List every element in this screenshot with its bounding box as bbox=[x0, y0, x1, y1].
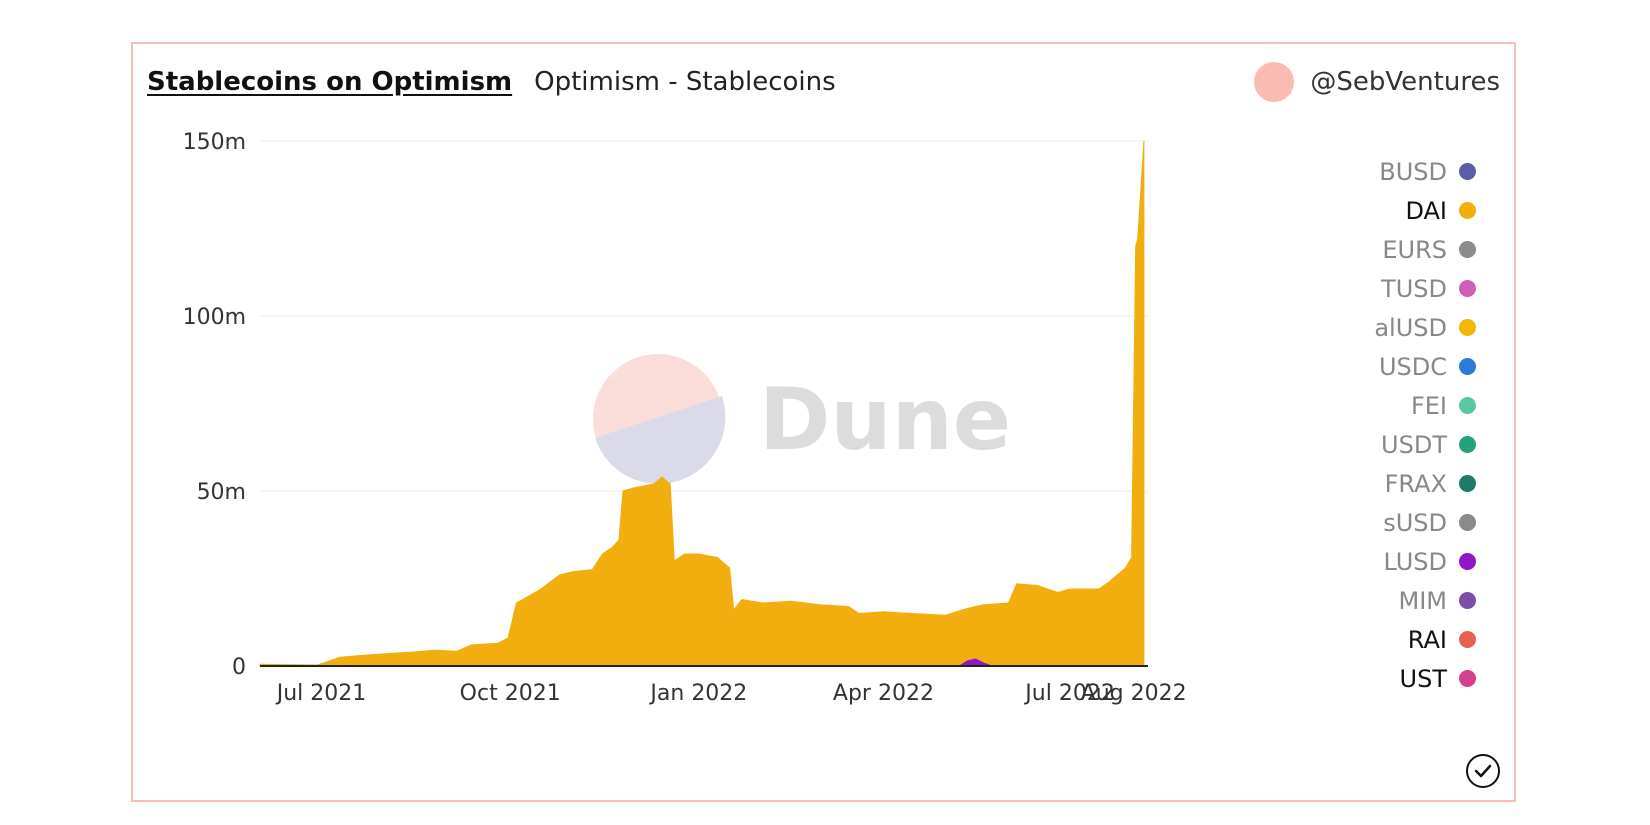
legend-item-frax[interactable]: FRAX bbox=[1276, 464, 1476, 503]
x-tick-label: Jul 2022 bbox=[1023, 681, 1115, 706]
legend-label: sUSD bbox=[1383, 508, 1447, 537]
legend-item-eurs[interactable]: EURS bbox=[1276, 230, 1476, 269]
legend-item-lusd[interactable]: LUSD bbox=[1276, 542, 1476, 581]
x-tick-label: Aug 2022 bbox=[1081, 681, 1187, 706]
legend-label: RAI bbox=[1407, 625, 1447, 654]
x-tick-label: Jan 2022 bbox=[648, 681, 747, 706]
legend-dot-icon bbox=[1459, 163, 1476, 180]
legend-dot-icon bbox=[1459, 436, 1476, 453]
chart-subtitle: Optimism - Stablecoins bbox=[534, 67, 836, 97]
legend-label: DAI bbox=[1405, 196, 1447, 225]
legend-item-dai[interactable]: DAI bbox=[1276, 191, 1476, 230]
chart-title-link[interactable]: Stablecoins on Optimism bbox=[147, 67, 513, 97]
legend-dot-icon bbox=[1459, 670, 1476, 687]
legend-dot-icon bbox=[1459, 241, 1476, 258]
legend-item-busd[interactable]: BUSD bbox=[1276, 152, 1476, 191]
x-tick-label: Oct 2021 bbox=[460, 681, 561, 706]
legend-label: FRAX bbox=[1384, 469, 1447, 498]
legend-label: FEI bbox=[1410, 391, 1447, 420]
legend-dot-icon bbox=[1459, 358, 1476, 375]
legend-label: alUSD bbox=[1374, 313, 1447, 342]
legend-item-alusd[interactable]: alUSD bbox=[1276, 308, 1476, 347]
watermark-text: Dune bbox=[759, 370, 1011, 470]
legend-item-tusd[interactable]: TUSD bbox=[1276, 269, 1476, 308]
area-chart: Dune 0 50m 100m 150m Jul 2021 Oct 2021 Jan 202… bbox=[183, 130, 1187, 706]
avatar bbox=[1254, 62, 1295, 102]
dune-watermark: Dune bbox=[593, 354, 1011, 484]
dune-logo-shade-icon bbox=[595, 396, 726, 484]
legend-label: UST bbox=[1399, 664, 1447, 693]
legend-dot-icon bbox=[1459, 553, 1476, 570]
legend-dot-icon bbox=[1459, 475, 1476, 492]
chart-header: Stablecoins on Optimism Optimism - Stabl… bbox=[147, 62, 1500, 102]
legend-dot-icon bbox=[1459, 397, 1476, 414]
legend-item-rai[interactable]: RAI bbox=[1276, 620, 1476, 659]
legend-label: EURS bbox=[1382, 235, 1447, 264]
chart-card: Stablecoins on Optimism Optimism - Stabl… bbox=[131, 42, 1516, 802]
area-series-dai bbox=[259, 140, 1145, 667]
legend-item-susd[interactable]: sUSD bbox=[1276, 503, 1476, 542]
legend-label: USDC bbox=[1378, 352, 1447, 381]
legend-label: TUSD bbox=[1381, 274, 1447, 303]
y-tick-label: 50m bbox=[197, 480, 246, 505]
legend-item-ust[interactable]: UST bbox=[1276, 659, 1476, 698]
legend-dot-icon bbox=[1459, 202, 1476, 219]
legend-label: MIM bbox=[1398, 586, 1448, 615]
legend-label: BUSD bbox=[1379, 157, 1447, 186]
legend-item-usdc[interactable]: USDC bbox=[1276, 347, 1476, 386]
author-link[interactable]: @SebVentures bbox=[1254, 62, 1500, 102]
legend-dot-icon bbox=[1459, 280, 1476, 297]
legend-item-fei[interactable]: FEI bbox=[1276, 386, 1476, 425]
legend-dot-icon bbox=[1459, 514, 1476, 531]
y-tick-label: 150m bbox=[183, 130, 246, 155]
y-tick-label: 100m bbox=[183, 305, 246, 330]
legend-dot-icon bbox=[1459, 319, 1476, 336]
x-tick-label: Jul 2021 bbox=[275, 681, 367, 706]
check-circle-icon[interactable] bbox=[1466, 754, 1500, 788]
legend-label: LUSD bbox=[1383, 547, 1447, 576]
legend-dot-icon bbox=[1459, 631, 1476, 648]
axes: 0 50m 100m 150m Jul 2021 Oct 2021 Jan 2022 Apr … bbox=[183, 130, 1187, 706]
author-name: @SebVentures bbox=[1310, 67, 1500, 97]
legend-label: USDT bbox=[1381, 430, 1447, 459]
legend-dot-icon bbox=[1459, 592, 1476, 609]
legend: BUSD DAI EURS TUSD alUSD USDC FEI USDT FRAX sUSD L… bbox=[1276, 152, 1476, 698]
y-tick-label: 0 bbox=[232, 655, 246, 680]
x-tick-label: Apr 2022 bbox=[833, 681, 934, 706]
grid-lines bbox=[260, 140, 1148, 492]
legend-item-usdt[interactable]: USDT bbox=[1276, 425, 1476, 464]
legend-item-mim[interactable]: MIM bbox=[1276, 581, 1476, 620]
